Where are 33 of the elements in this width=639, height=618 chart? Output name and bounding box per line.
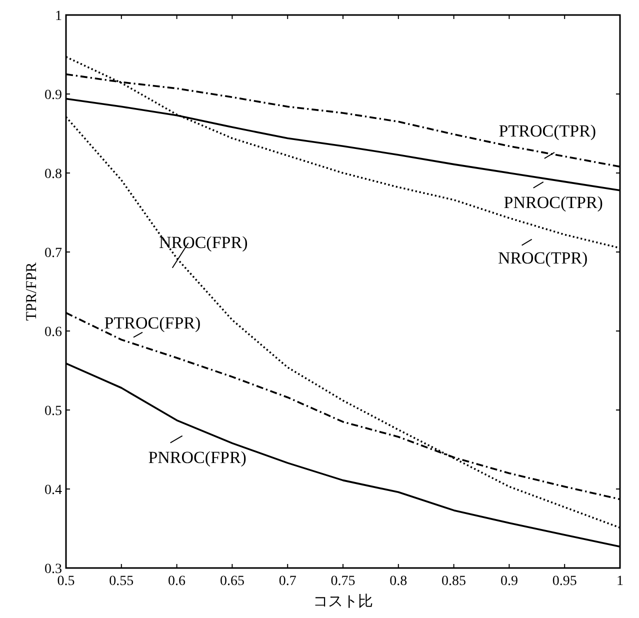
xtick: 0.8 bbox=[390, 574, 408, 589]
ytick: 0.8 bbox=[44, 167, 62, 182]
xlabel: コスト比 bbox=[313, 594, 373, 610]
annotation: NROC(FPR) bbox=[158, 232, 248, 252]
ytick: 0.9 bbox=[44, 88, 62, 103]
annotation: PNROC(FPR) bbox=[148, 435, 246, 467]
ytick: 0.4 bbox=[44, 483, 62, 498]
ytick: 0.6 bbox=[44, 325, 62, 340]
xtick: 0.65 bbox=[220, 574, 244, 589]
annotation: NROC(TPR) bbox=[498, 238, 588, 268]
ytick: 1 bbox=[55, 9, 62, 24]
annotation: PNROC(FPR) bbox=[148, 448, 246, 467]
ytick: 0.3 bbox=[44, 562, 62, 577]
xtick: 0.6 bbox=[168, 574, 186, 589]
xtick: 0.9 bbox=[500, 574, 518, 589]
xtick: 0.55 bbox=[109, 574, 134, 589]
ytick: 0.7 bbox=[44, 246, 62, 261]
ylabel: TPR/FPR bbox=[24, 262, 40, 321]
annotation: PTROC(TPR) bbox=[498, 121, 596, 159]
annotation: NROC(TPR) bbox=[498, 248, 588, 268]
annotation: PTROC(FPR) bbox=[104, 313, 201, 338]
xtick: 0.5 bbox=[57, 574, 75, 589]
annotation: PTROC(TPR) bbox=[498, 121, 596, 140]
xtick: 0.75 bbox=[330, 574, 356, 589]
xtick: 1 bbox=[616, 574, 624, 589]
xtick: 0.95 bbox=[552, 574, 577, 589]
annotation: PTROC(FPR) bbox=[104, 313, 201, 332]
annotation: PNROC(TPR) bbox=[504, 181, 603, 212]
xtick: 0.85 bbox=[442, 574, 466, 589]
xtick: 0.7 bbox=[278, 574, 296, 589]
ytick: 0.5 bbox=[44, 404, 62, 419]
annotation: NROC(FPR) bbox=[158, 232, 248, 268]
annotation: PNROC(TPR) bbox=[504, 192, 603, 212]
